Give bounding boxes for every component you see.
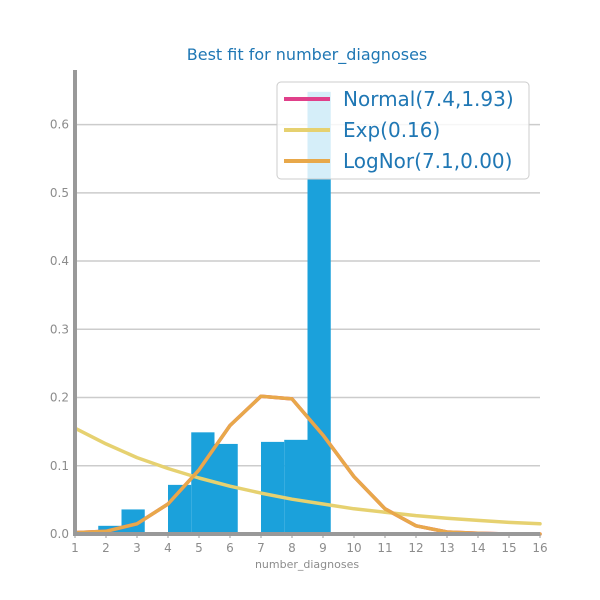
x-tick-label: 11 [377, 541, 392, 555]
tick-labels: 0.00.10.20.30.40.50.61 2 3 4 5 6 7 8 9 10 11 12 13 14… [50, 118, 548, 555]
x-tick-label: 12 [408, 541, 423, 555]
legend-box [276, 81, 530, 180]
x-tick-label: 10 [346, 541, 361, 555]
x-axis-label: number_diagnoses [255, 558, 359, 571]
x-tick-label: 5 [195, 541, 203, 555]
y-tick-label: 0.5 [50, 186, 69, 200]
x-tick-label: 2 [102, 541, 110, 555]
y-tick-label: 0.0 [50, 527, 69, 541]
x-tick-label: 4 [164, 541, 172, 555]
histogram-bar [214, 443, 238, 534]
x-tick-label: 13 [439, 541, 454, 555]
legend: Normal(7.4,1.93) Exp(0.16) LogNor(7.1,0.… [276, 81, 530, 180]
y-tick-label: 0.6 [50, 118, 69, 132]
histogram-bar [261, 441, 285, 534]
exp-fit-line [73, 426, 542, 526]
y-tick-label: 0.2 [50, 391, 69, 405]
y-tick-label: 0.4 [50, 254, 69, 268]
legend-label-normal: Normal(7.4,1.93) [343, 87, 514, 111]
x-tick-label: 6 [226, 541, 234, 555]
x-tick-label: 9 [319, 541, 327, 555]
y-tick-label: 0.1 [50, 459, 69, 473]
histogram-bar [284, 439, 308, 534]
x-tick-label: 8 [288, 541, 296, 555]
x-tick-label: 3 [133, 541, 141, 555]
x-tick-label: 16 [532, 541, 547, 555]
x-tick-label: 14 [470, 541, 485, 555]
legend-label-exp: Exp(0.16) [343, 118, 440, 142]
axes [73, 70, 541, 538]
legend-label-lognormal: LogNor(7.1,0.00) [343, 149, 512, 173]
x-tick-label: 7 [257, 541, 265, 555]
x-tick-label: 15 [501, 541, 516, 555]
x-tick-label: 1 [71, 541, 79, 555]
histogram-bar [191, 432, 215, 534]
chart-title: Best fit for number_diagnoses [187, 45, 428, 65]
y-tick-label: 0.3 [50, 322, 69, 336]
